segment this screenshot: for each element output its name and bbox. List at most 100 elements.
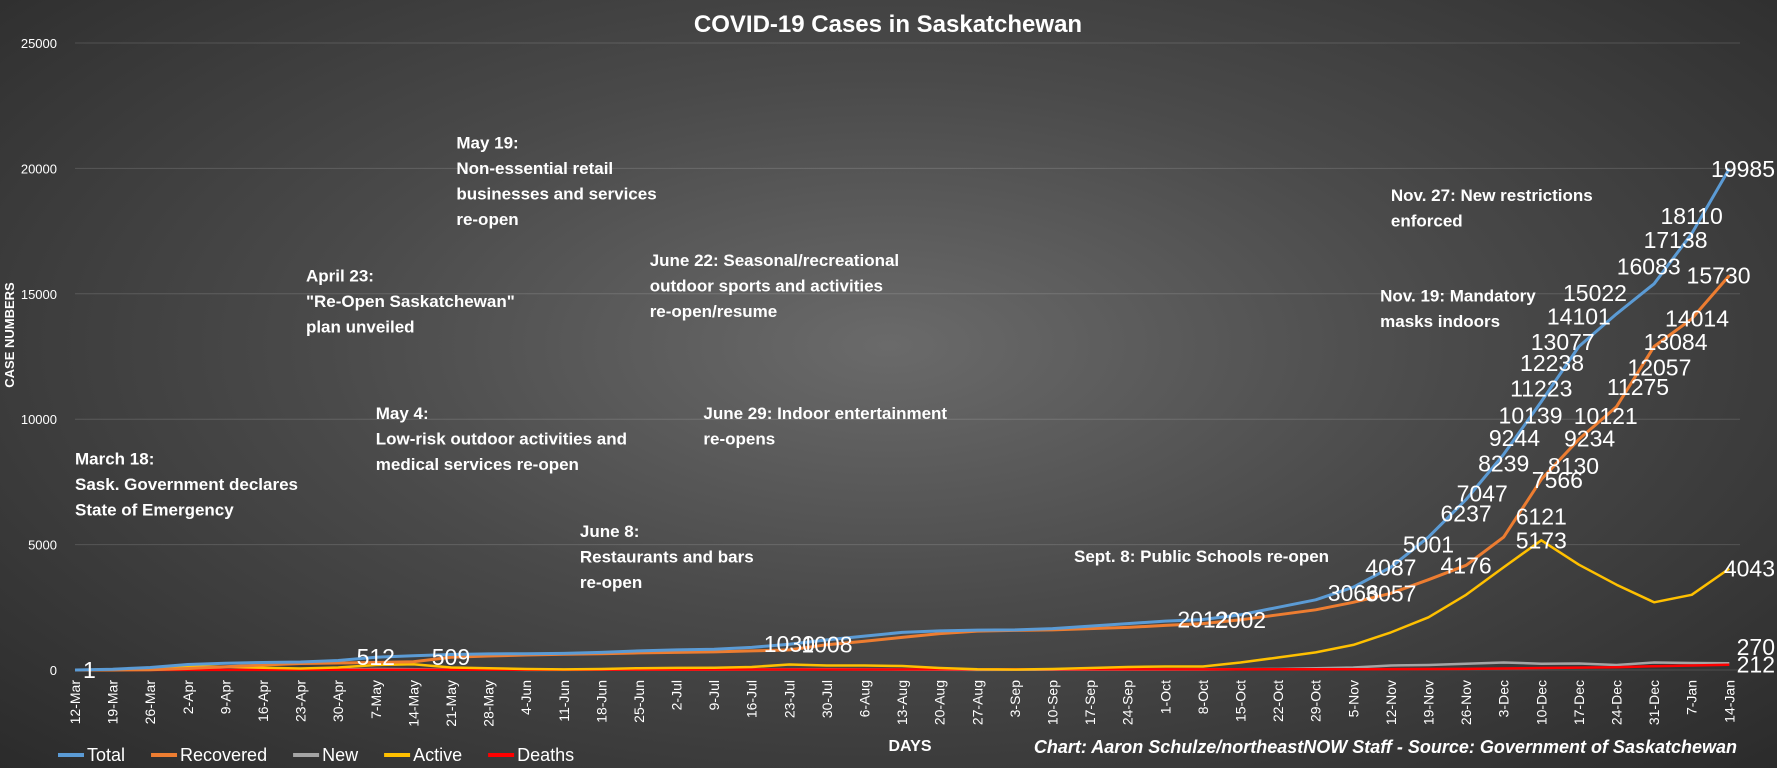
x-tick-label: 27-Aug [969, 680, 985, 725]
data-label: 7047 [1457, 480, 1508, 506]
data-label: 10139 [1499, 403, 1563, 429]
data-label: 11275 [1607, 374, 1669, 400]
x-tick-label: 23-Jul [781, 680, 797, 718]
annotation-text: Low-risk outdoor activities and [376, 430, 627, 449]
data-label: 17138 [1644, 227, 1708, 253]
data-label: 5173 [1516, 527, 1567, 553]
series-line-active [74, 539, 1731, 672]
data-label: 13084 [1644, 329, 1708, 355]
legend-label: Active [413, 745, 462, 765]
x-tick-label: 23-Apr [293, 680, 309, 722]
data-label: 11223 [1510, 376, 1572, 402]
x-tick-label: 30-Apr [330, 680, 346, 722]
annotation-text: masks indoors [1380, 312, 1500, 331]
annotation-text: June 22: Seasonal/recreational [650, 251, 899, 270]
y-tick-label: 0 [50, 663, 57, 678]
x-tick-label: 19-Nov [1420, 680, 1436, 725]
data-label: 4043 [1724, 556, 1775, 582]
x-tick-label: 17-Sep [1082, 680, 1098, 725]
data-label: 1030 [764, 631, 815, 657]
x-tick-label: 26-Nov [1458, 680, 1474, 725]
legend-label: Recovered [180, 745, 267, 765]
data-label: 6237 [1440, 501, 1491, 527]
series-lines [74, 168, 1731, 672]
data-label: 270 [1737, 634, 1775, 660]
data-label: 13077 [1531, 329, 1595, 355]
chart-title: COVID-19 Cases in Saskatchewan [694, 11, 1082, 38]
x-tick-label: 7-Jan [1684, 680, 1700, 715]
legend-label: New [322, 745, 359, 765]
x-tick-label: 19-Mar [105, 680, 121, 725]
data-label: 15022 [1563, 280, 1627, 306]
series-line-deaths [74, 663, 1730, 672]
annotation-text: outdoor sports and activities [650, 277, 883, 296]
data-label: 509 [432, 644, 470, 670]
x-tick-label: 2-Apr [180, 680, 196, 715]
y-axis-ticks: 0 5000 10000 15000 20000 25000 [21, 36, 57, 678]
x-tick-label: 17-Dec [1571, 680, 1587, 725]
data-label: 8239 [1478, 450, 1529, 476]
x-tick-label: 20-Aug [932, 680, 948, 725]
x-tick-label: 13-Aug [894, 680, 910, 725]
annotation-text: June 8: [580, 522, 640, 541]
x-tick-label: 3-Sep [1007, 680, 1023, 718]
annotation-text: plan unveiled [306, 317, 415, 336]
x-tick-label: 2-Jul [669, 680, 685, 710]
x-tick-label: 28-May [481, 680, 497, 727]
x-tick-label: 25-Jun [631, 680, 647, 723]
annotation-text: re-opens [703, 430, 775, 449]
legend: Total Recovered New Active Deaths [58, 745, 574, 765]
annotation-text: June 29: Indoor entertainment [703, 404, 947, 423]
data-label: 18110 [1661, 203, 1723, 229]
x-tick-label: 9-Jul [706, 680, 722, 710]
x-tick-label: 10-Sep [1045, 680, 1061, 725]
data-label: 10121 [1574, 403, 1638, 429]
series-line-recovered [75, 274, 1731, 672]
x-tick-label: 14-May [405, 680, 421, 727]
x-tick-label: 1-Oct [1157, 680, 1173, 714]
x-tick-label: 22-Oct [1270, 680, 1286, 722]
x-tick-label: 3-Dec [1496, 680, 1512, 717]
y-tick-label: 5000 [28, 538, 57, 553]
data-label: 4087 [1365, 554, 1416, 580]
series-line-total [74, 168, 1731, 672]
data-label: 512 [357, 644, 395, 670]
chart-credit: Chart: Aaron Schulze/northeastNOW Staff … [1034, 737, 1737, 757]
annotation-text: Sask. Government declares [75, 475, 298, 494]
annotation-text: State of Emergency [75, 500, 234, 519]
y-tick-label: 10000 [21, 412, 57, 427]
x-tick-label: 12-Nov [1383, 680, 1399, 725]
data-label: 14101 [1547, 303, 1611, 329]
x-tick-label: 16-Apr [255, 680, 271, 722]
legend-label: Deaths [517, 745, 574, 765]
y-tick-label: 15000 [21, 287, 57, 302]
x-tick-label: 15-Oct [1233, 680, 1249, 722]
annotation-text: re-open [580, 573, 642, 592]
data-label: 4176 [1440, 552, 1491, 578]
y-tick-label: 25000 [21, 36, 57, 51]
x-tick-label: 10-Dec [1533, 680, 1549, 725]
x-tick-label: 24-Dec [1608, 680, 1624, 725]
annotation-text: March 18: [75, 449, 154, 468]
annotation-text: April 23: [306, 266, 374, 285]
x-tick-label: 9-Apr [217, 680, 233, 715]
annotation-text: May 19: [456, 133, 518, 152]
x-tick-label: 26-Mar [142, 680, 158, 725]
data-label: 19985 [1711, 156, 1775, 182]
x-tick-label: 5-Nov [1345, 680, 1361, 717]
x-tick-label: 4-Jun [518, 680, 534, 715]
data-label: 15730 [1687, 262, 1751, 288]
data-label: 2012 [1177, 607, 1228, 633]
annotation-text: Nov. 19: Mandatory [1380, 286, 1536, 305]
data-label: 2002 [1215, 607, 1266, 633]
x-tick-label: 11-Jun [556, 680, 572, 722]
x-tick-label: 30-Jul [819, 680, 835, 718]
data-label: 7566 [1532, 467, 1583, 493]
legend-label: Total [87, 745, 125, 765]
x-tick-label: 14-Jan [1721, 680, 1737, 723]
y-tick-label: 20000 [21, 161, 57, 176]
data-label: 16083 [1617, 254, 1681, 280]
data-label: 1 [83, 657, 96, 683]
